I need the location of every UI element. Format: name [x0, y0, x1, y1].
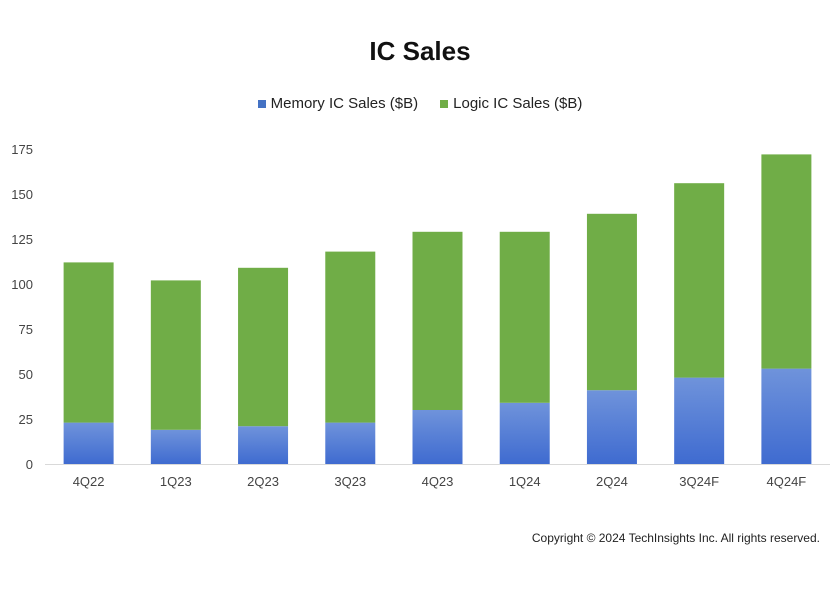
bar-memory-ic-sales — [63, 422, 114, 464]
bar-logic-ic-sales — [150, 280, 201, 430]
bar-logic-ic-sales — [325, 251, 376, 423]
bar-logic-ic-sales — [761, 154, 812, 369]
x-axis: 4Q22 1Q23 2Q23 3Q23 4Q23 1Q24 2Q24 3Q24F 4Q24F — [45, 464, 830, 489]
y-tick-label: 75 — [19, 322, 33, 337]
bar-logic-ic-sales — [238, 267, 289, 427]
y-tick-label: 175 — [11, 142, 33, 157]
bar-memory-ic-sales — [499, 402, 550, 464]
y-axis: 0 25 50 75 100 125 150 175 — [11, 142, 33, 472]
legend-item-memory: Memory IC Sales ($B) — [257, 95, 419, 112]
x-tick-label: 1Q23 — [160, 474, 192, 489]
bar-memory-ic-sales — [412, 410, 463, 464]
legend-label-memory: Memory IC Sales ($B) — [270, 95, 419, 112]
y-tick-label: 0 — [26, 457, 33, 472]
chart-title: IC Sales — [369, 36, 471, 66]
bar-logic-ic-sales — [586, 213, 637, 391]
bar-memory-ic-sales — [325, 422, 376, 464]
x-tick-label: 2Q23 — [247, 474, 279, 489]
bar-memory-ic-sales — [761, 368, 812, 464]
bar-logic-ic-sales — [412, 231, 463, 410]
legend-swatch-memory — [257, 99, 266, 108]
y-tick-label: 125 — [11, 232, 33, 247]
y-tick-label: 50 — [19, 367, 33, 382]
x-tick-label: 4Q23 — [422, 474, 454, 489]
bar-memory-ic-sales — [238, 426, 289, 464]
x-tick-label: 2Q24 — [596, 474, 628, 489]
y-tick-label: 100 — [11, 277, 33, 292]
legend-swatch-logic — [440, 99, 449, 108]
legend-item-logic: Logic IC Sales ($B) — [440, 95, 582, 112]
bar-logic-ic-sales — [499, 231, 550, 403]
x-tick-label: 3Q24F — [679, 474, 719, 489]
bar-memory-ic-sales — [674, 377, 725, 464]
bar-logic-ic-sales — [674, 183, 725, 378]
legend: Memory IC Sales ($B) Logic IC Sales ($B) — [0, 95, 840, 112]
bar-logic-ic-sales — [63, 262, 114, 423]
x-tick-label: 4Q22 — [73, 474, 105, 489]
x-tick-label: 3Q23 — [334, 474, 366, 489]
x-tick-label: 4Q24F — [767, 474, 807, 489]
bar-memory-ic-sales — [150, 429, 201, 464]
legend-label-logic: Logic IC Sales ($B) — [453, 95, 583, 112]
copyright-text: Copyright © 2024 TechInsights Inc. All r… — [531, 531, 820, 545]
y-tick-label: 150 — [11, 187, 33, 202]
bars — [63, 154, 812, 464]
y-tick-label: 25 — [19, 412, 33, 427]
x-tick-label: 1Q24 — [509, 474, 541, 489]
bar-memory-ic-sales — [586, 390, 637, 464]
